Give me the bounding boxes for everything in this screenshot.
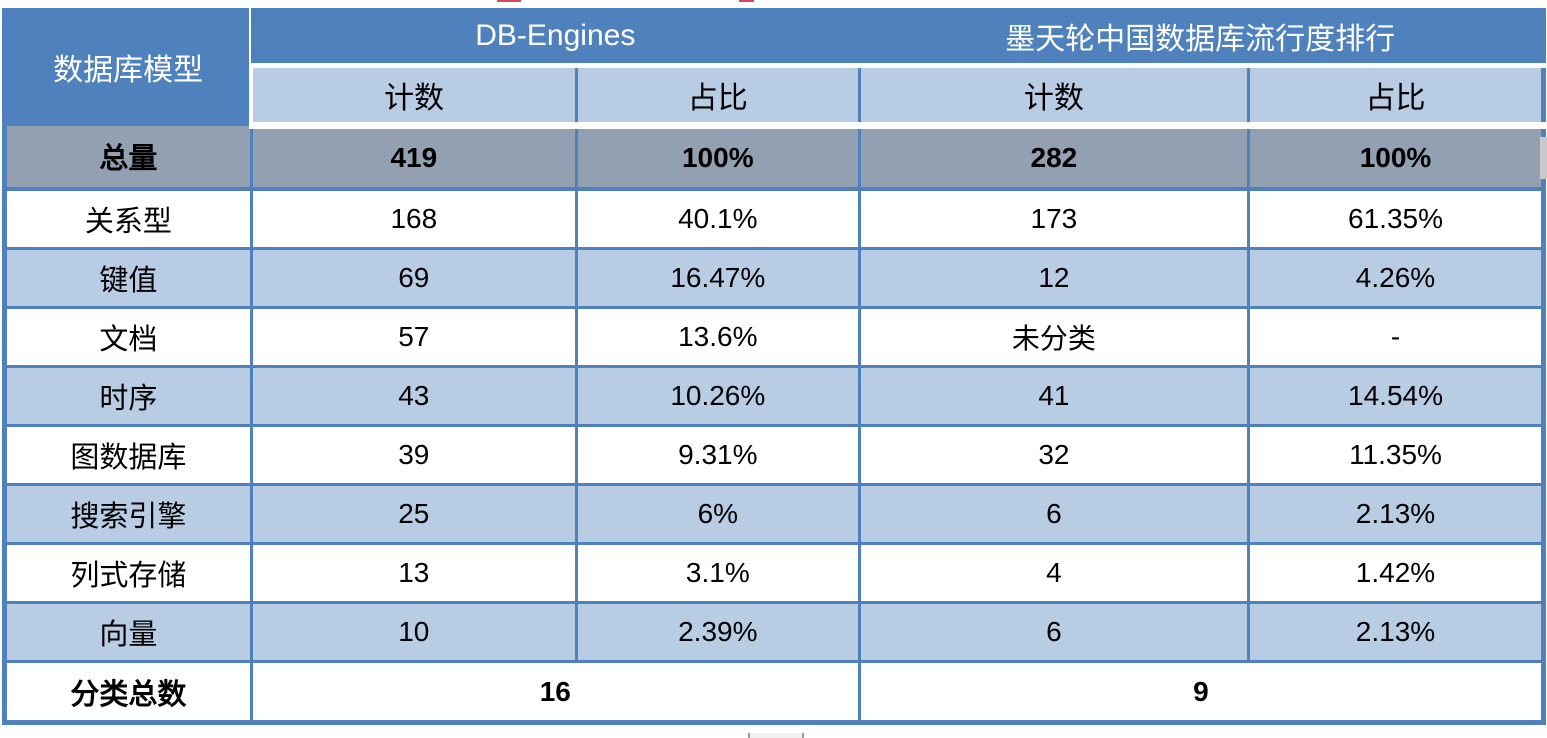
row-label-cell: 向量 [4,602,252,663]
count-cell: 41 [857,366,1249,427]
percent-cell: 9.31% [574,425,860,486]
percent-cell: 2.13% [1247,484,1544,545]
percent-cell: 2.39% [574,602,860,663]
footer-row: 分类总数 16 9 [4,661,1544,723]
row-label-cell: 关系型 [4,189,252,250]
table-row: 键值 69 16.47% 12 4.26% [4,248,1544,309]
table-row: 时序 43 10.26% 41 14.54% [4,366,1544,427]
count-cell: 57 [249,307,577,368]
percent-cell: 16.47% [574,248,860,309]
count-cell: 43 [249,366,577,427]
percent-cell: 40.1% [574,189,860,250]
table-row: 搜索引擎 25 6% 6 2.13% [4,484,1544,545]
percent-cell: 13.6% [574,307,860,368]
percent-cell: 11.35% [1247,425,1544,486]
row-label-cell: 搜索引擎 [4,484,252,545]
count-cell: 282 [857,125,1249,191]
table-row: 关系型 168 40.1% 173 61.35% [4,189,1544,250]
percent-cell: 14.54% [1247,366,1544,427]
count-cell: 69 [249,248,577,309]
percent-cell: 3.1% [574,543,860,604]
horizontal-scrollbar-thumb-fragment[interactable] [748,733,804,738]
row-label-cell: 列式存储 [4,543,252,604]
table-row: 文档 57 13.6% 未分类 - [4,307,1544,368]
percent-cell: 1.42% [1247,543,1544,604]
count-cell: 4 [857,543,1249,604]
group-header-db-engines: DB-Engines [251,8,860,66]
count-cell: 419 [249,125,577,191]
count-cell: 13 [249,543,577,604]
table-row: 列式存储 13 3.1% 4 1.42% [4,543,1544,604]
count-cell: 10 [249,602,577,663]
footer-mt-total-cell: 9 [857,661,1544,723]
cropped-red-text-artifact [739,0,754,2]
count-cell: 未分类 [857,307,1249,368]
database-model-comparison-table: 数据库模型 DB-Engines 墨天轮中国数据库流行度排行 计数 占比 计数 … [2,8,1546,725]
row-label-cell: 分类总数 [4,661,252,723]
sub-header-mt-percent: 占比 [1247,63,1544,129]
group-header-motianlun: 墨天轮中国数据库流行度排行 [859,8,1544,66]
total-row: 总量 419 100% 282 100% [4,125,1544,191]
row-label-cell: 图数据库 [4,425,252,486]
footer-db-total-cell: 16 [249,661,860,723]
count-cell: 25 [249,484,577,545]
sub-header-db-percent: 占比 [574,63,860,129]
table-row: 向量 10 2.39% 6 2.13% [4,602,1544,663]
sub-header-mt-count: 计数 [857,63,1249,129]
count-cell: 6 [857,484,1249,545]
percent-cell: 6% [574,484,860,545]
corner-header-cell: 数据库模型 [4,8,252,126]
count-cell: 12 [857,248,1249,309]
count-cell: 173 [857,189,1249,250]
count-cell: 6 [857,602,1249,663]
cropped-red-text-artifact [497,0,521,2]
row-label-cell: 键值 [4,248,252,309]
row-label-cell: 总量 [4,125,252,191]
percent-cell: 100% [574,125,860,191]
percent-cell: 4.26% [1247,248,1544,309]
sub-header-db-count: 计数 [249,63,577,129]
count-cell: 168 [249,189,577,250]
count-cell: 39 [249,425,577,486]
vertical-scrollbar-thumb-fragment[interactable] [1540,137,1547,179]
row-label-cell: 文档 [4,307,252,368]
row-label-cell: 时序 [4,366,252,427]
sub-header-row: 计数 占比 计数 占比 [5,63,1544,129]
count-cell: 32 [857,425,1249,486]
percent-cell: 10.26% [574,366,860,427]
percent-cell: 61.35% [1247,189,1544,250]
table-row: 图数据库 39 9.31% 32 11.35% [4,425,1544,486]
percent-cell: 100% [1247,125,1544,191]
group-header-row: 数据库模型 DB-Engines 墨天轮中国数据库流行度排行 [4,8,1544,126]
percent-cell: 2.13% [1247,602,1544,663]
percent-cell: - [1247,307,1544,368]
